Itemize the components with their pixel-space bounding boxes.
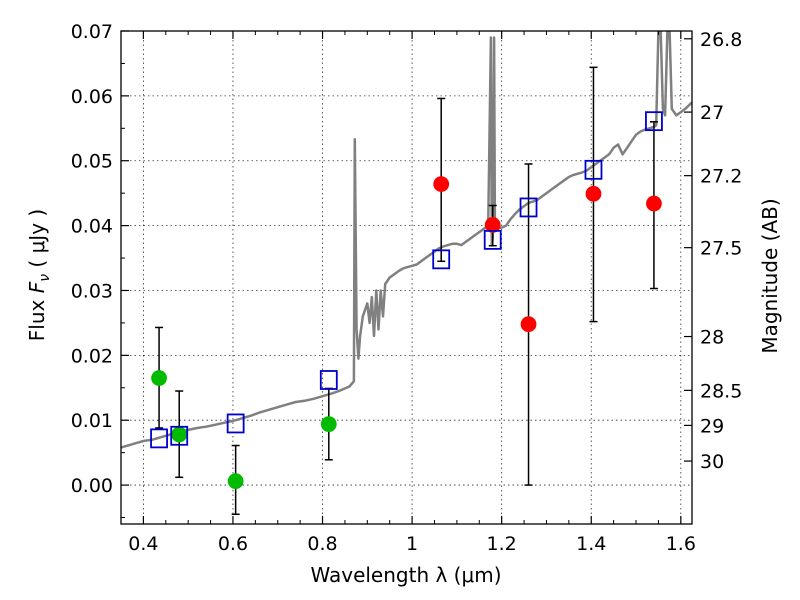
y-tick-label: 0.02 xyxy=(71,345,113,367)
y-axis-label-subscript: ν xyxy=(37,274,53,282)
y-axis-label-suffix: ( μJy ) xyxy=(25,209,49,274)
y-tick-label: 0.05 xyxy=(71,151,113,173)
x-tick-label: 0.4 xyxy=(128,533,158,555)
x-tick-label: 1 xyxy=(406,533,418,555)
x-tick-label: 1.2 xyxy=(487,533,517,555)
y-axis-label: Flux Fν ( μJy ) xyxy=(25,209,53,341)
y2-tick-label: 26.8 xyxy=(700,29,742,51)
y2-tick-label: 27 xyxy=(700,102,724,124)
optical-data-point xyxy=(227,473,244,490)
x-tick-label: 1.4 xyxy=(576,533,606,555)
model-flux-square xyxy=(226,413,245,434)
model-flux-square xyxy=(483,229,502,250)
model-flux-square xyxy=(170,425,189,446)
y2-tick-label: 28.5 xyxy=(700,380,742,402)
y-tick-label: 0.07 xyxy=(71,21,113,43)
y-tick-label: 0.01 xyxy=(71,410,113,432)
nir-data-point xyxy=(520,316,537,333)
y-axis-label-prefix: Flux xyxy=(25,293,49,341)
y-tick-label: 0.03 xyxy=(71,280,113,302)
y-tick-label: 0.06 xyxy=(71,86,113,108)
model-flux-square xyxy=(645,111,663,132)
y2-tick-label: 27.2 xyxy=(700,166,742,188)
y-tick-label: 0.00 xyxy=(71,475,113,497)
grid-layer xyxy=(121,30,692,524)
y2-tick-label: 30 xyxy=(700,451,724,473)
x-axis-label: Wavelength λ (μm) xyxy=(310,563,501,587)
model-flux-square xyxy=(519,197,538,218)
optical-data-point xyxy=(171,426,188,443)
x-tick-label: 0.8 xyxy=(307,533,337,555)
axes-layer: 0.4 0.6 0.8 1 1.2 1.4 1.6 0.00 0.01 0.02 0.03 0.04 0… xyxy=(71,21,743,555)
nir-data-point xyxy=(585,185,602,202)
y2-tick-label: 29 xyxy=(700,415,724,437)
plot-frame xyxy=(120,30,693,525)
optical-data-point xyxy=(151,370,167,386)
y2-tick-label: 27.5 xyxy=(700,238,742,260)
y-axis-label-symbol: F xyxy=(25,281,49,293)
optical-data-point xyxy=(320,416,337,433)
y2-axis-label: Magnitude (AB) xyxy=(758,198,782,353)
spectrum-line xyxy=(121,31,692,449)
x-tick-label: 1.6 xyxy=(666,533,696,555)
nir-data-point xyxy=(484,217,501,233)
y2-tick-label: 28 xyxy=(700,327,724,349)
model-flux-square xyxy=(584,159,603,180)
labels-layer: Wavelength λ (μm) Flux Fν ( μJy ) Magnit… xyxy=(25,198,782,587)
x-tick-label: 0.6 xyxy=(218,533,248,555)
y-tick-label: 0.04 xyxy=(71,216,113,238)
model-flux-square xyxy=(432,249,451,270)
nir-data-point xyxy=(646,195,662,212)
model-flux-square xyxy=(319,370,338,390)
model-flux-square xyxy=(150,428,168,449)
nir-data-point xyxy=(433,176,450,192)
data-layer xyxy=(121,31,692,516)
